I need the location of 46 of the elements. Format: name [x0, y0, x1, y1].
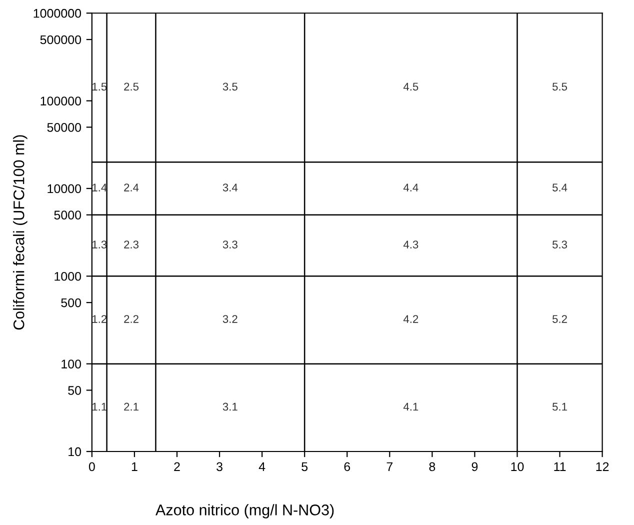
x-tick-label: 6 [344, 462, 350, 472]
y-tick-label: 10 [68, 447, 82, 456]
annotation: 4.1 [403, 402, 418, 411]
annotation: 3.5 [222, 82, 238, 91]
annotation: 2.3 [124, 240, 139, 248]
y-tick-label: 500 [61, 298, 82, 308]
x-tick-label: 10 [511, 462, 524, 472]
annotation: 4.4 [403, 184, 418, 192]
x-tick-label: 5 [302, 462, 308, 472]
annotation: 4.3 [403, 240, 418, 248]
y-tick-label: 5000 [54, 210, 82, 220]
x-tick-label: 8 [429, 462, 436, 472]
annotation: 4.5 [403, 82, 418, 91]
annotation: 5.2 [552, 315, 567, 323]
y-tick-label: 10000 [48, 184, 82, 194]
x-tick-label: 7 [386, 462, 392, 471]
annotation: 2.1 [124, 402, 138, 411]
x-tick-label: 12 [596, 462, 609, 471]
annotation: 2.4 [124, 184, 139, 192]
annotation: 5.5 [552, 82, 568, 91]
annotation: 3.4 [222, 184, 238, 192]
x-tick-label: 2 [174, 462, 180, 471]
y-tick-label: 1000000 [34, 8, 82, 18]
x-tick-label: 9 [472, 462, 478, 472]
y-tick-label: 50000 [47, 122, 82, 132]
y-tick-label: 500000 [40, 35, 82, 44]
x-tick-label: 1 [132, 462, 138, 471]
annotation: 5.3 [552, 240, 568, 248]
annotation: 4.2 [403, 315, 418, 323]
x-tick-label: 0 [88, 462, 95, 472]
y-tick-label: 1000 [54, 272, 82, 281]
annotation: 3.2 [222, 315, 238, 323]
annotation: 3.3 [222, 240, 238, 248]
y-tick-label: 100000 [40, 96, 82, 106]
y-tick-label: 100 [62, 360, 82, 368]
x-tick-label: 11 [554, 462, 566, 471]
annotation: 2.2 [124, 315, 138, 323]
annotation: 2.5 [124, 82, 139, 91]
y-axis-title: Coliformi fecali (UFC/100 ml) [13, 135, 28, 330]
x-tick-label: 3 [216, 462, 222, 472]
annotation: 3.1 [222, 402, 238, 411]
x-tick-label: 4 [258, 462, 266, 471]
y-tick-label: 50 [68, 386, 82, 395]
annotation: 5.1 [552, 402, 567, 411]
annotation: 5.4 [552, 184, 568, 192]
x-axis-title: Azoto nitrico (mg/l N-NO3) [156, 504, 334, 518]
